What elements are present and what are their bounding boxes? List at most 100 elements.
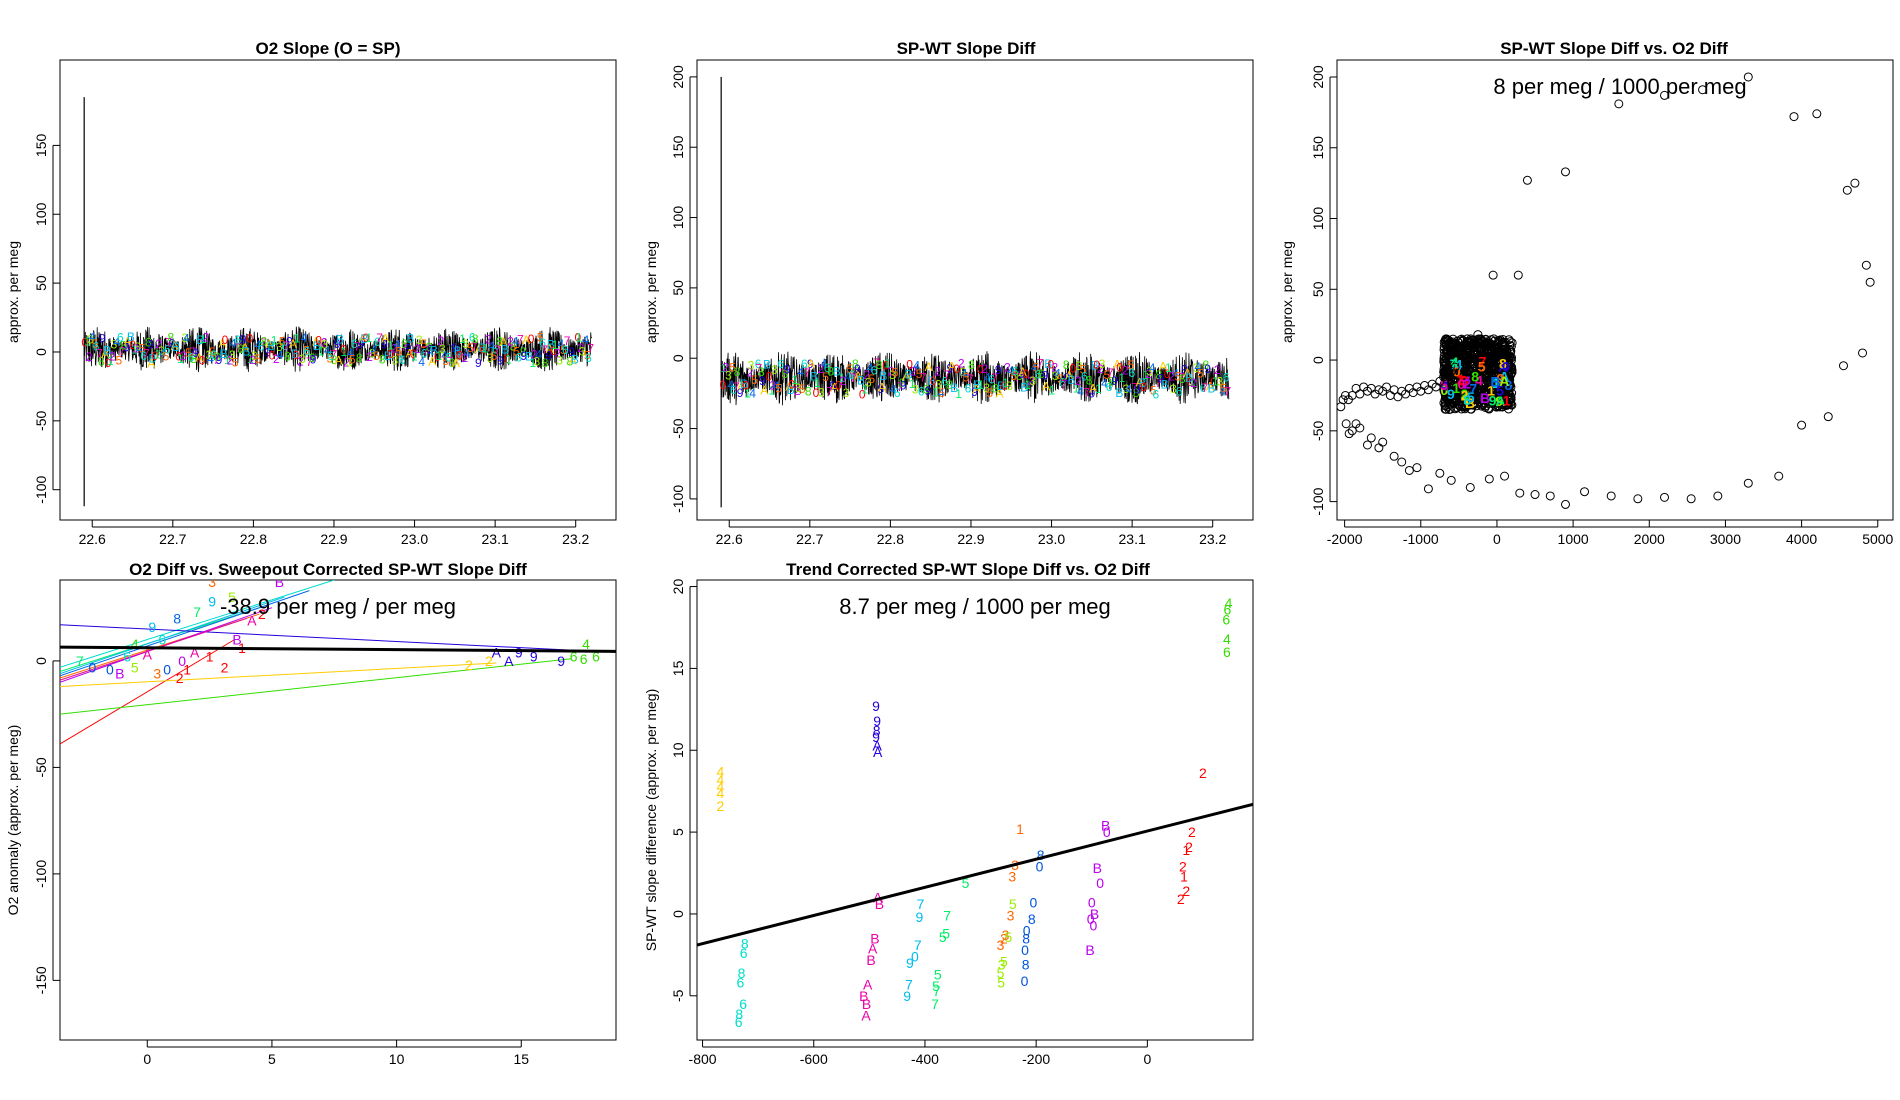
series-marker: 2 [554,347,561,361]
series-marker: 5 [421,337,428,351]
series-marker: 9 [1134,383,1141,397]
series-marker: 5 [1220,382,1227,396]
series-marker: A [1113,358,1121,372]
x-tick-label: -200 [1022,1051,1050,1067]
series-marker: 6 [140,349,147,363]
outlier-point [1446,475,1456,485]
series-marker: 4 [371,343,378,357]
cluster-point [1451,360,1461,370]
data-point: 5 [934,967,942,983]
series-marker: 7 [376,331,383,345]
cluster-point [1452,357,1462,367]
series-marker: B [547,337,555,351]
series-marker: 6 [1081,370,1088,384]
outlier-point [1797,420,1807,430]
series-marker: 9 [99,331,106,345]
cluster-point [1502,346,1512,356]
series-marker: B [149,352,157,366]
outlier-point [1865,277,1875,287]
series-marker: 4 [301,331,308,345]
data-point: 6 [739,996,747,1012]
outlier-point [1355,423,1365,433]
cluster-point [1457,378,1467,388]
series-layer: 0123456789AB0123456789AB0123456789AB0123… [81,97,594,507]
cluster-symbol: B [1480,390,1490,406]
y-tick-label: 200 [1310,65,1326,89]
series-marker: 2 [180,349,187,363]
data-point: 7 [931,996,939,1012]
series-marker: 5 [892,365,899,379]
series-marker: 5 [185,346,192,360]
series-marker: 1 [387,339,394,353]
cluster-point [1477,367,1487,377]
data-point: 4 [716,772,724,788]
series-marker: 9 [240,333,247,347]
panel-trend-corrected-title: Trend Corrected SP-WT Slope Diff vs. O2 … [786,560,1150,579]
series-marker: 3 [1006,379,1013,393]
outlier-point [1355,389,1365,399]
series-marker: 0 [81,336,88,350]
series-marker: A [1019,365,1027,379]
outlier-point [1338,395,1348,405]
series-marker: 8 [992,381,999,395]
series-marker: 5 [822,370,829,384]
data-point: 8 [173,610,181,626]
outlier-point [1362,440,1372,450]
series-marker: 6 [894,386,901,400]
series-marker: 9 [405,342,412,356]
data-point: 8 [873,723,881,739]
cluster-point [1490,336,1500,346]
cluster-point [1486,377,1496,387]
data-point: 6 [1224,601,1232,617]
cluster-point [1490,349,1500,359]
data-point: 6 [158,632,166,648]
series-marker: 7 [331,348,338,362]
series-marker: 3 [510,340,517,354]
series-marker: A [878,381,886,395]
series-marker: 6 [421,347,428,361]
cluster-point [1479,369,1489,379]
series-marker: 4 [890,382,897,396]
x-tick-label: 23.2 [562,531,589,547]
data-point: 2 [1177,891,1185,907]
series-marker: 9 [264,345,271,359]
cluster-point [1506,347,1516,357]
series-marker: 2 [1075,374,1082,388]
series-marker: A [359,332,367,346]
outlier-point [1774,471,1784,481]
series-marker: B [879,369,887,383]
data-point: 3 [998,957,1006,973]
series-marker: 0 [766,369,773,383]
y-tick-label: -100 [670,485,686,513]
panel-slope-diff-vs-o2-plot: -2000 -1000 0 1000 2000 3000 4000 5000-100-5005… [1310,59,1894,547]
data-point: 9 [530,649,538,665]
cluster-symbol: 0 [1502,359,1510,375]
series-marker: 6 [374,335,381,349]
y-tick-label: -50 [670,418,686,438]
data-point: 2 [258,606,266,622]
series-marker: 0 [175,350,182,364]
cluster-point [1442,358,1452,368]
series-marker: 0 [813,386,820,400]
series-marker: 1 [552,338,559,352]
series-marker: 7 [944,368,951,382]
series-marker: 5 [560,343,567,357]
cluster-point [1442,354,1452,364]
data-point: 8 [1037,847,1045,863]
series-marker: 8 [401,337,408,351]
series-marker: 5 [537,331,544,345]
series-marker: 3 [1146,365,1153,379]
x-tick-label: 10 [389,1051,405,1067]
series-marker: 3 [579,345,586,359]
data-point: 0 [178,653,186,669]
cluster-symbol: 0 [1457,376,1465,392]
series-marker: 5 [729,361,736,375]
series-marker: B [833,365,841,379]
series-marker: 3 [556,354,563,368]
panel-trend-corrected-plot: -800 -600 -400 -200 0-5051015204444286866869… [670,579,1254,1067]
points-layer: 4444286866869989AAABBABABBA7970979755557… [697,595,1253,1030]
series-marker: 8 [496,335,503,349]
series-marker: 4 [938,386,945,400]
series-marker: 9 [854,362,861,376]
cluster-symbol: 8 [1471,369,1479,385]
